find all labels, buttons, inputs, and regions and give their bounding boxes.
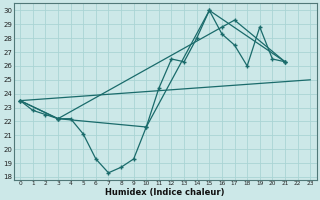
- X-axis label: Humidex (Indice chaleur): Humidex (Indice chaleur): [106, 188, 225, 197]
